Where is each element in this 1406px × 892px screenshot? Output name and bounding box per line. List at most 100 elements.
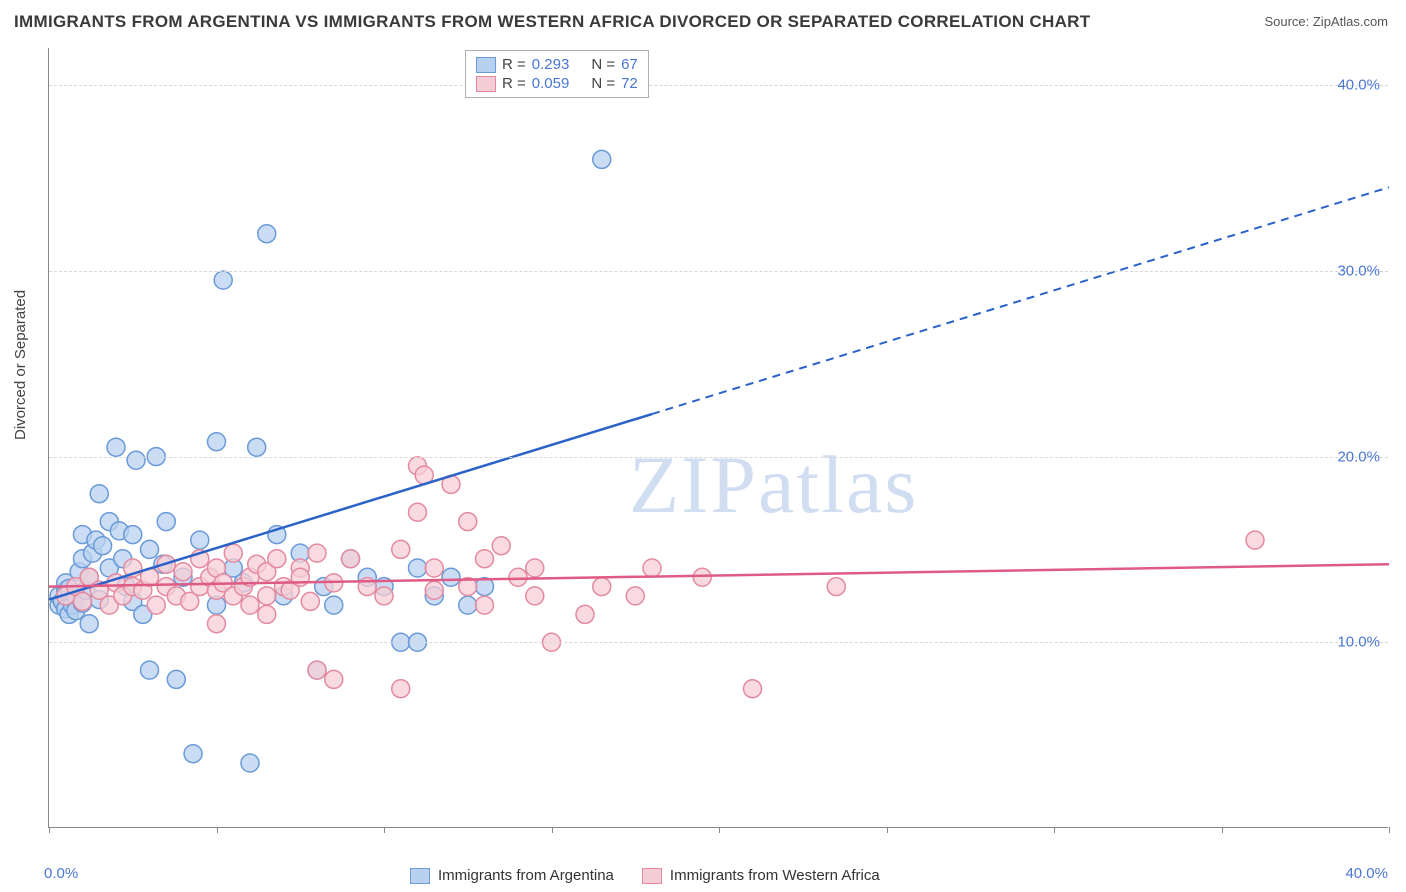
legend-stat-row: R = 0.293 N = 67	[476, 55, 638, 74]
scatter-point	[241, 596, 259, 614]
scatter-point	[258, 605, 276, 623]
x-tick	[1389, 827, 1390, 833]
scatter-point	[258, 587, 276, 605]
scatter-point	[268, 550, 286, 568]
scatter-point	[107, 438, 125, 456]
scatter-point	[476, 550, 494, 568]
x-tick	[887, 827, 888, 833]
legend-series: Immigrants from Argentina Immigrants from…	[410, 867, 880, 884]
legend-swatch	[476, 76, 496, 92]
scatter-point	[74, 592, 92, 610]
scatter-point	[308, 661, 326, 679]
legend-swatch	[642, 868, 662, 884]
scatter-point	[492, 537, 510, 555]
scatter-point	[626, 587, 644, 605]
chart-title: IMMIGRANTS FROM ARGENTINA VS IMMIGRANTS …	[14, 12, 1090, 32]
x-tick	[719, 827, 720, 833]
x-tick	[384, 827, 385, 833]
y-tick-label: 30.0%	[1337, 262, 1380, 279]
scatter-point	[141, 661, 159, 679]
trend-line-dashed	[652, 187, 1389, 414]
stat-n-label: N =	[591, 56, 615, 73]
scatter-point	[459, 596, 477, 614]
scatter-point	[174, 563, 192, 581]
scatter-point	[147, 596, 165, 614]
scatter-point	[342, 550, 360, 568]
scatter-point	[392, 540, 410, 558]
gridline	[49, 457, 1388, 458]
legend-label: Immigrants from Argentina	[438, 867, 614, 884]
scatter-point	[90, 485, 108, 503]
scatter-point	[576, 605, 594, 623]
stat-r-value: 0.293	[532, 56, 570, 73]
scatter-point	[208, 615, 226, 633]
stat-n-label: N =	[591, 75, 615, 92]
scatter-point	[214, 271, 232, 289]
chart-svg	[49, 48, 1388, 827]
scatter-point	[224, 544, 242, 562]
scatter-point	[593, 150, 611, 168]
stat-n-value: 67	[621, 56, 638, 73]
scatter-point	[1246, 531, 1264, 549]
stat-n-value: 72	[621, 75, 638, 92]
scatter-point	[301, 592, 319, 610]
scatter-point	[409, 503, 427, 521]
y-tick-label: 40.0%	[1337, 77, 1380, 94]
scatter-point	[526, 587, 544, 605]
scatter-point	[124, 526, 142, 544]
stat-r-value: 0.059	[532, 75, 570, 92]
legend-swatch	[476, 57, 496, 73]
scatter-point	[744, 680, 762, 698]
gridline	[49, 85, 1388, 86]
scatter-point	[643, 559, 661, 577]
scatter-point	[141, 540, 159, 558]
legend-swatch	[410, 868, 430, 884]
scatter-point	[409, 559, 427, 577]
x-tick	[49, 827, 50, 833]
scatter-point	[425, 581, 443, 599]
y-tick-label: 10.0%	[1337, 634, 1380, 651]
legend-label: Immigrants from Western Africa	[670, 867, 880, 884]
stat-r-label: R =	[502, 56, 526, 73]
scatter-point	[94, 537, 112, 555]
x-tick-max: 40.0%	[1345, 865, 1388, 882]
scatter-point	[476, 596, 494, 614]
scatter-point	[157, 513, 175, 531]
x-tick	[217, 827, 218, 833]
scatter-point	[325, 596, 343, 614]
legend-item: Immigrants from Western Africa	[642, 867, 880, 884]
gridline	[49, 271, 1388, 272]
trend-line-solid	[49, 414, 652, 600]
scatter-point	[442, 568, 460, 586]
scatter-point	[325, 670, 343, 688]
scatter-point	[593, 578, 611, 596]
scatter-point	[258, 225, 276, 243]
y-tick-label: 20.0%	[1337, 448, 1380, 465]
scatter-point	[392, 680, 410, 698]
y-axis-label: Divorced or Separated	[12, 290, 29, 440]
x-tick	[552, 827, 553, 833]
scatter-point	[127, 451, 145, 469]
scatter-point	[308, 544, 326, 562]
scatter-point	[184, 745, 202, 763]
scatter-point	[425, 559, 443, 577]
scatter-point	[509, 568, 527, 586]
scatter-point	[693, 568, 711, 586]
scatter-point	[526, 559, 544, 577]
source-label: Source: ZipAtlas.com	[1264, 14, 1388, 29]
scatter-point	[248, 438, 266, 456]
x-tick	[1222, 827, 1223, 833]
stat-r-label: R =	[502, 75, 526, 92]
x-tick-0: 0.0%	[44, 865, 78, 882]
x-tick	[1054, 827, 1055, 833]
legend-stats: R = 0.293 N = 67 R = 0.059 N = 72	[465, 50, 649, 98]
scatter-point	[827, 578, 845, 596]
scatter-point	[241, 754, 259, 772]
gridline	[49, 642, 1388, 643]
scatter-point	[375, 587, 393, 605]
scatter-point	[80, 615, 98, 633]
legend-item: Immigrants from Argentina	[410, 867, 614, 884]
scatter-point	[191, 531, 209, 549]
scatter-point	[167, 670, 185, 688]
scatter-point	[208, 433, 226, 451]
